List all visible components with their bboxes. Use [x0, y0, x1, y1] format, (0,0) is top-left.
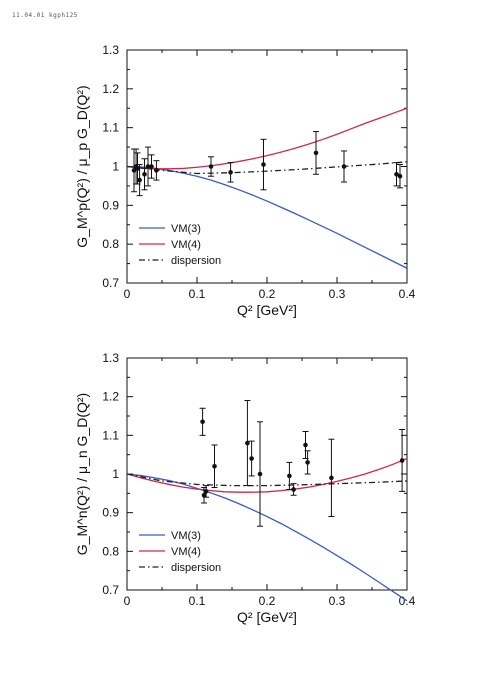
data-point	[200, 419, 205, 425]
data-point	[145, 164, 151, 169]
chart-1: 0 0.1 0.2 0.3 0.4 0.7 0.8 0.9 1 1.1 1.2 1.3 Q² [GeV²…	[74, 43, 416, 318]
y-tick-label: 0.9	[102, 506, 119, 520]
data-point	[291, 487, 296, 492]
x-tick-label: 0.2	[259, 287, 276, 301]
data-point	[131, 168, 137, 173]
x-tick-label: 0.1	[189, 594, 206, 608]
x-tick-label: 0.3	[329, 287, 346, 301]
legend-label: VM(4)	[171, 239, 201, 251]
y-tick-label: 0.7	[102, 583, 119, 597]
y-tick-label: 1	[112, 467, 119, 481]
legend-label: VM(3)	[171, 530, 201, 542]
data-point	[149, 164, 154, 169]
data-point	[394, 171, 399, 177]
y-tick-label: 1.1	[102, 428, 119, 442]
y-tick-label: 0.8	[102, 544, 119, 558]
data-point	[208, 164, 214, 169]
y-tick-label: 1.3	[102, 351, 119, 365]
data-point	[137, 177, 142, 183]
x-tick-label: 0	[124, 287, 131, 301]
x-axis-label: Q² [GeV²]	[237, 302, 297, 318]
plot-frame	[126, 49, 408, 284]
x-tick-label: 0.4	[399, 287, 416, 301]
data-point	[249, 456, 254, 461]
y-tick-label: 1	[112, 160, 119, 174]
y-tick-label: 1.3	[102, 43, 119, 57]
y-tick-label: 1.2	[102, 390, 119, 404]
x-axis-label: Q² [GeV²]	[237, 609, 297, 625]
data-point	[397, 173, 403, 179]
data-point	[257, 471, 263, 477]
series-line-dispersion	[126, 161, 408, 175]
data-point	[303, 442, 308, 448]
y-axis-label: G_M^n(Q²) / μ_n G_D(Q²)	[74, 393, 90, 555]
data-point	[329, 475, 334, 481]
data-point	[313, 150, 319, 156]
x-tick-label: 0	[124, 594, 131, 608]
legend-label: VM(4)	[171, 546, 201, 558]
data-point	[203, 489, 209, 494]
series-line-dispersion	[126, 473, 408, 487]
data-point	[399, 458, 405, 463]
y-tick-label: 1.2	[102, 82, 119, 96]
series-line-vm-4-	[126, 457, 408, 493]
series-line-vm-3-	[126, 473, 408, 602]
y-tick-label: 0.9	[102, 198, 119, 212]
legend-label: dispersion	[171, 255, 221, 267]
series-line-vm-4-	[126, 107, 408, 170]
data-point	[212, 463, 217, 469]
data-point	[154, 168, 159, 173]
data-point	[287, 473, 292, 479]
data-point	[341, 164, 347, 169]
y-tick-label: 1.1	[102, 121, 119, 135]
legend-label: VM(3)	[171, 223, 201, 235]
data-point	[261, 162, 266, 167]
y-tick-label: 0.7	[102, 276, 119, 290]
header-stamp: 11.04.01 kgph125	[12, 12, 78, 19]
x-tick-label: 0.4	[399, 594, 416, 608]
x-tick-label: 0.1	[189, 287, 206, 301]
y-axis-label: G_M^p(Q²) / μ_p G_D(Q²)	[74, 85, 90, 247]
x-tick-label: 0.3	[329, 594, 346, 608]
y-tick-label: 0.8	[102, 237, 119, 251]
data-point	[142, 171, 147, 177]
data-point	[245, 440, 250, 446]
data-point	[228, 170, 233, 175]
data-point	[135, 166, 140, 171]
legend-label: dispersion	[171, 562, 221, 574]
data-point	[305, 460, 310, 465]
data-point	[201, 492, 207, 498]
x-tick-label: 0.2	[259, 594, 276, 608]
series-line-vm-3-	[126, 165, 408, 269]
chart-2: 0 0.1 0.2 0.3 0.4 0.7 0.8 0.9 1 1.1 1.2 1.3 Q² [GeV²…	[74, 351, 416, 625]
